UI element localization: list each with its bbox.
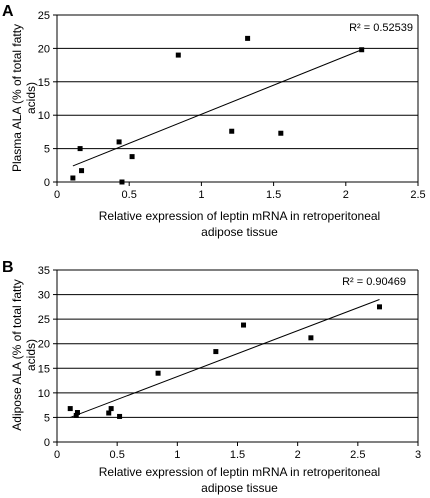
x-axis-label: adipose tissue [201,481,278,495]
data-point [359,47,365,53]
x-axis-label: adipose tissue [201,225,278,239]
data-point [376,304,382,310]
x-tick-label: 3 [415,449,421,461]
data-point [77,146,83,152]
y-tick-label: 10 [38,388,50,400]
chart-panel-b: B 0 5 10 15 20 25 30 35 0 0.5 1 1.5 2 2.5 3 R² = 0.90469… [2,259,421,495]
r-squared-label: R² = 0.90469 [342,276,406,288]
trendline [70,299,380,418]
y-tick-label: 30 [38,290,50,302]
data-point [67,406,73,412]
x-tick-label: 0.5 [122,189,137,201]
x-tick-label: 2.5 [350,449,365,461]
x-tick-label: 1 [174,449,180,461]
data-point [116,139,122,145]
x-axis-label: Relative expression of leptin mRNA in re… [99,465,380,479]
data-point [73,412,79,418]
data-point [241,322,247,328]
y-axis-label-line: Adipose ALA (% of total fatty [10,279,24,430]
panel-letter: A [2,3,14,20]
x-tick-label: 1 [198,189,204,201]
y-axis-label-line: Plasma ALA (% of total fatty [10,24,24,172]
data-point [213,349,219,355]
data-point [117,413,123,419]
data-point [129,154,135,160]
y-tick-label: 20 [38,43,50,55]
x-tick-label: 0 [54,189,60,201]
x-tick-label: 0 [54,449,60,461]
y-tick-label: 10 [38,110,50,122]
data-point [155,370,161,376]
x-axis-label: Relative expression of leptin mRNA in re… [99,209,380,223]
data-point [108,406,114,412]
x-tick-label: 0.5 [110,449,125,461]
y-axis-label: Adipose ALA (% of total fatty acids) [10,279,38,430]
data-point [308,335,314,341]
y-tick-label: 25 [38,10,50,22]
panel-letter: B [2,259,14,276]
data-point [119,179,125,185]
y-tick-label: 5 [44,144,50,156]
y-tick-label: 20 [38,339,50,351]
data-point [229,128,235,134]
data-point [79,168,85,174]
x-tick-label: 2 [295,449,301,461]
y-tick-label: 0 [44,437,50,449]
x-tick-label: 2 [343,189,349,201]
data-point [245,35,251,41]
y-tick-label: 5 [44,412,50,424]
y-axis-label-line: acids) [24,339,38,371]
data-point [106,410,112,416]
y-tick-label: 15 [38,363,50,375]
y-tick-label: 0 [44,177,50,189]
data-point [74,410,80,416]
data-point [278,130,284,136]
y-tick-label: 15 [38,77,50,89]
data-point [70,175,76,181]
r-squared-label: R² = 0.52539 [349,22,413,34]
y-axis-label: Plasma ALA (% of total fatty acids) [10,24,38,172]
trendline [72,49,362,167]
x-tick-label: 2.5 [410,189,425,201]
chart-panel-a: A 0 5 10 15 20 25 0 0.5 1 1.5 2 2.5 R² = 0.52539 Relat… [2,3,426,239]
x-tick-label: 1.5 [230,449,245,461]
y-tick-label: 25 [38,314,50,326]
data-point [175,52,181,58]
x-tick-label: 1.5 [266,189,281,201]
y-axis-label-line: acids) [24,82,38,114]
y-tick-label: 35 [38,265,50,277]
